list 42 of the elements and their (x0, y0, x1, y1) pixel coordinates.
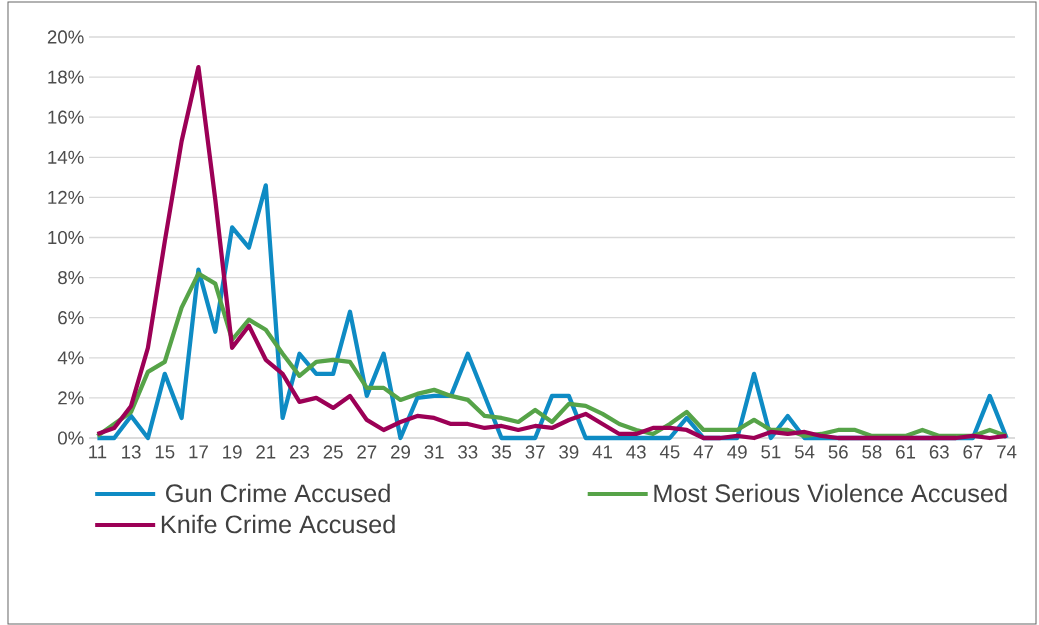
x-tick-label: 27 (357, 445, 377, 459)
y-tick-label: 2% (58, 391, 84, 405)
x-tick-label: 35 (491, 445, 512, 459)
y-tick-label: 6% (58, 311, 84, 325)
x-tick-label: 74 (997, 445, 1017, 459)
x-tick-label: 43 (626, 445, 646, 459)
y-tick-label: 10% (48, 230, 84, 245)
x-tick-label: 51 (761, 445, 781, 459)
y-tick-label: 8% (58, 270, 84, 285)
x-tick-label: 41 (592, 445, 612, 459)
x-tick-label: 58 (862, 445, 882, 459)
legend-label: Gun Crime Accused (166, 483, 390, 503)
x-tick-label: 47 (693, 445, 713, 459)
x-tick-label: 15 (155, 445, 175, 459)
x-tick-label: 49 (727, 445, 747, 459)
x-tick-label: 25 (323, 445, 343, 459)
y-tick-label: 4% (57, 351, 84, 365)
x-tick-label: 17 (189, 445, 208, 459)
y-tick-label: 14% (48, 150, 84, 164)
x-tick-label: 29 (391, 445, 410, 459)
legend-label: Most Serious Violence Accused (654, 483, 1007, 503)
x-tick-label: 11 (89, 445, 107, 459)
x-tick-label: 61 (896, 445, 916, 459)
y-tick-label: 20% (47, 30, 84, 44)
x-tick-label: 39 (559, 445, 579, 459)
y-tick-label: 0% (58, 431, 84, 445)
y-tick-label: 12% (48, 190, 84, 204)
x-tick-label: 33 (458, 445, 478, 459)
x-tick-label: 37 (525, 445, 545, 459)
x-tick-label: 23 (290, 445, 310, 459)
x-tick-label: 21 (256, 445, 276, 459)
x-tick-label: 45 (659, 445, 680, 459)
x-tick-label: 67 (963, 445, 983, 459)
x-tick-label: 56 (828, 445, 848, 459)
x-tick-label: 13 (122, 445, 141, 459)
y-tick-label: 18% (48, 70, 84, 84)
x-tick-label: 19 (223, 445, 242, 459)
y-tick-label: 16% (48, 110, 84, 124)
x-tick-label: 63 (929, 445, 949, 459)
legend-label: Knife Crime Accused (161, 514, 395, 534)
x-tick-label: 31 (424, 445, 444, 459)
x-tick-label: 54 (794, 445, 815, 459)
